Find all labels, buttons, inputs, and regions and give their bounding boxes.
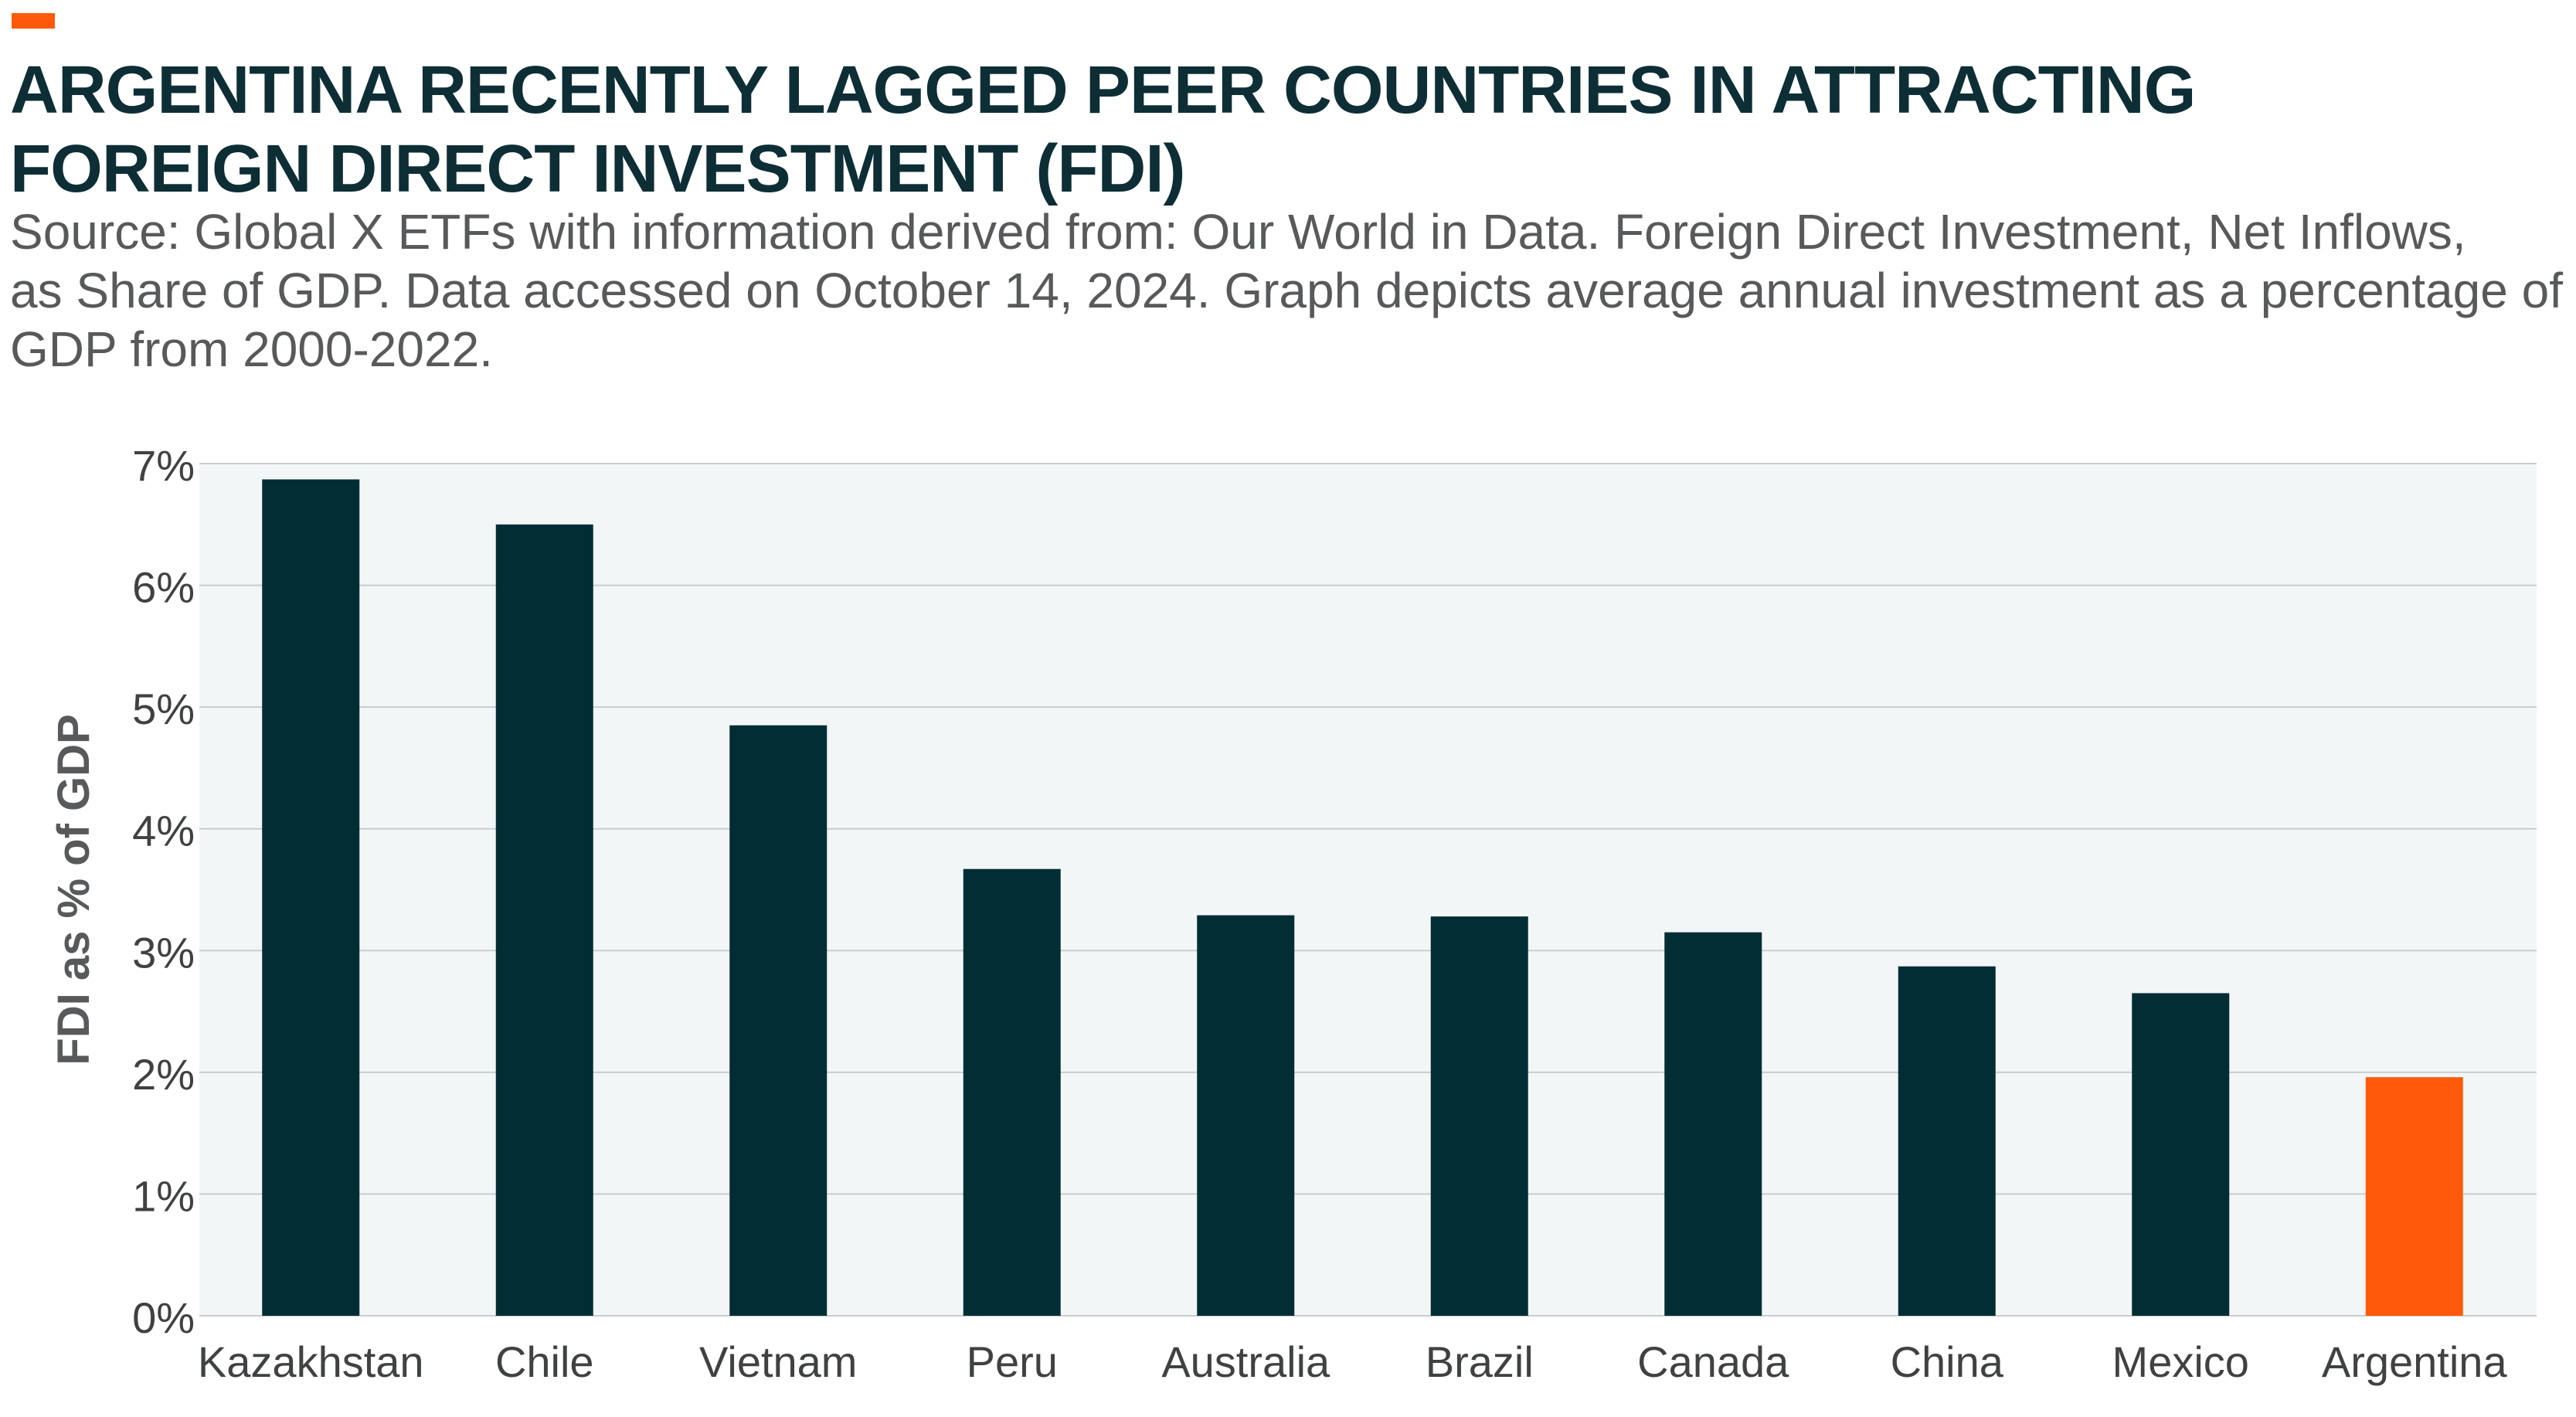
y-tick-label: 5%: [132, 685, 195, 733]
x-tick-label: Mexico: [2112, 1337, 2249, 1386]
x-tick-label: Brazil: [1426, 1337, 1534, 1386]
bar-china: [1898, 966, 1996, 1316]
y-axis-ticks: 0% 1% 2% 3% 4% 5% 6% 7%: [132, 441, 195, 1342]
y-tick-label: 3%: [132, 928, 195, 977]
source-note-line-1: Source: Global X ETFs with information d…: [10, 204, 2466, 260]
y-tick-label: 6%: [132, 563, 195, 612]
y-tick-label: 2%: [132, 1050, 195, 1099]
source-note-line-2: as Share of GDP. Data accessed on Octobe…: [10, 263, 2563, 318]
bar-vietnam: [729, 725, 828, 1316]
bar-kazakhstan: [262, 479, 360, 1316]
source-note-line-3: GDP from 2000-2022.: [10, 321, 493, 377]
x-tick-label: Canada: [1637, 1337, 1789, 1386]
x-tick-label: Vietnam: [699, 1337, 857, 1386]
x-tick-label: Kazakhstan: [198, 1337, 424, 1386]
bar-australia: [1197, 915, 1295, 1316]
x-tick-label: Australia: [1161, 1337, 1330, 1386]
chart-title-line-1: ARGENTINA RECENTLY LAGGED PEER COUNTRIES…: [10, 53, 2196, 127]
bar-brazil: [1430, 916, 1528, 1316]
bar-argentina: [2365, 1077, 2463, 1316]
chart-source-note: Source: Global X ETFs with information d…: [10, 202, 2563, 379]
bars: [262, 479, 2463, 1317]
bar-chile: [495, 524, 593, 1317]
bar-canada: [1664, 932, 1762, 1316]
y-tick-label: 4%: [132, 807, 195, 855]
x-tick-label: Argentina: [2322, 1337, 2508, 1386]
accent-bar: [12, 13, 55, 29]
y-tick-label: 0%: [132, 1293, 195, 1342]
x-tick-label: Peru: [967, 1337, 1058, 1386]
x-axis-ticks: Kazakhstan Chile Vietnam Peru Australia Brazi…: [198, 1337, 2508, 1386]
chart-title: ARGENTINA RECENTLY LAGGED PEER COUNTRIES…: [10, 51, 2552, 209]
x-tick-label: Chile: [495, 1337, 594, 1386]
y-tick-label: 1%: [132, 1171, 195, 1220]
bar-peru: [963, 868, 1061, 1316]
y-tick-label: 7%: [132, 441, 195, 490]
chart-title-line-2: FOREIGN DIRECT INVESTMENT (FDI): [10, 131, 1185, 206]
bar-mexico: [2132, 993, 2230, 1316]
y-axis-label: FDI as % of GDP: [49, 714, 99, 1065]
x-tick-label: China: [1891, 1337, 2004, 1386]
